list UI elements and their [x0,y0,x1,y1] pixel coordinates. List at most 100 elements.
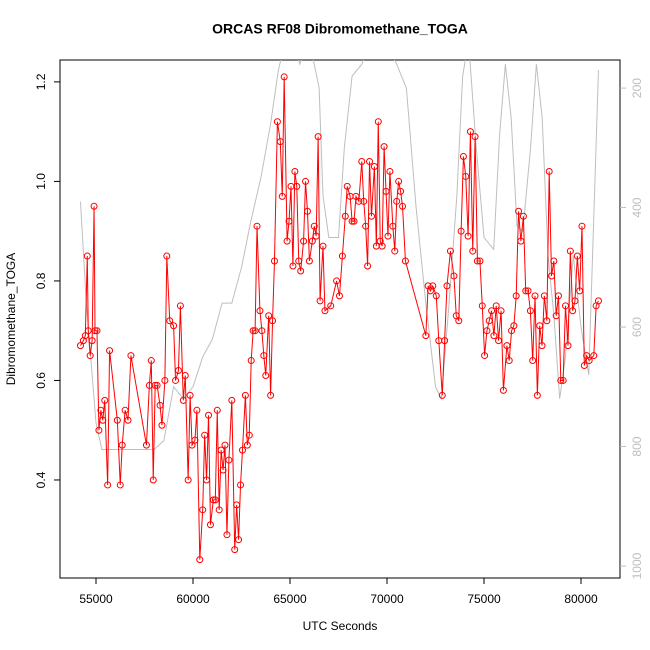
data-point [538,342,546,350]
data-point [557,376,565,384]
data-point [389,222,397,230]
data-point [341,212,349,220]
data-point [300,237,308,245]
data-point [526,307,534,315]
data-point [333,277,341,285]
data-point [235,536,243,544]
data-point [76,342,84,350]
data-point [219,466,227,474]
data-point [384,232,392,240]
data-point [362,222,370,230]
data-point [127,352,135,360]
data-point [215,506,223,514]
data-point [483,327,491,335]
data-point [355,197,363,205]
data-point [297,267,305,275]
data-point [188,441,196,449]
data-point [243,441,251,449]
data-point [455,317,463,325]
data-point [555,292,563,300]
data-point [308,237,316,245]
data-point [378,242,386,250]
data-point [576,287,584,295]
data-point [256,307,264,315]
data-point [510,322,518,330]
data-point [391,247,399,255]
data-point [101,396,109,404]
data-point [561,302,569,310]
data-point [258,327,266,335]
data-point [280,73,288,81]
data-point [432,292,440,300]
data-point [95,426,103,434]
data-point [86,352,94,360]
data-point [367,212,375,220]
data-point [499,386,507,394]
data-point [251,327,259,335]
data-point [314,133,322,141]
data-point [364,262,372,270]
data-point [199,506,207,514]
data-point [438,391,446,399]
y-tick-label: 1.2 [34,73,48,90]
data-point [382,187,390,195]
data-point [228,396,236,404]
data-point [84,327,92,335]
data-point [505,357,513,365]
data-point [283,237,291,245]
data-point [401,257,409,265]
data-point [184,476,192,484]
y2-tick-label: 600 [630,317,644,337]
data-point [116,481,124,489]
y-tick-label: 0.8 [34,272,48,289]
data-point [310,222,318,230]
data-point [302,177,310,185]
data-point [335,292,343,300]
data-point [278,192,286,200]
data-point [397,187,405,195]
data-point [585,357,593,365]
data-point [245,431,253,439]
data-point [305,257,313,265]
data-point [512,292,520,300]
data-point [238,446,246,454]
data-point [156,401,164,409]
data-point [316,297,324,305]
data-point [594,297,602,305]
data-point [176,302,184,310]
data-point [550,257,558,265]
data-point [374,118,382,126]
data-point [213,406,221,414]
chart-title: ORCAS RF08 Dibromomethane_TOGA [212,21,468,37]
data-point [203,476,211,484]
data-point [497,307,505,315]
data-point [559,376,567,384]
y2-tick-label: 200 [630,78,644,98]
plot-frame [59,59,621,579]
data-point [459,153,467,161]
data-point [142,441,150,449]
data-point [121,406,129,414]
data-point [519,212,527,220]
data-point [457,227,465,235]
x-tick-label: 75000 [467,592,501,606]
data-point [571,297,579,305]
data-point [478,302,486,310]
data-point [488,307,496,315]
data-point [471,133,479,141]
data-point [106,347,114,355]
data-point [231,546,239,554]
data-point [569,307,577,315]
x-tick-label: 65000 [273,592,307,606]
data-point [149,476,157,484]
data-point [124,416,132,424]
data-point [217,446,225,454]
data-point [522,287,530,295]
data-point [531,292,539,300]
data-point [485,317,493,325]
y-axis-label: Dibromomethane_TOGA [4,253,18,386]
data-point [153,381,161,389]
data-point [540,292,548,300]
